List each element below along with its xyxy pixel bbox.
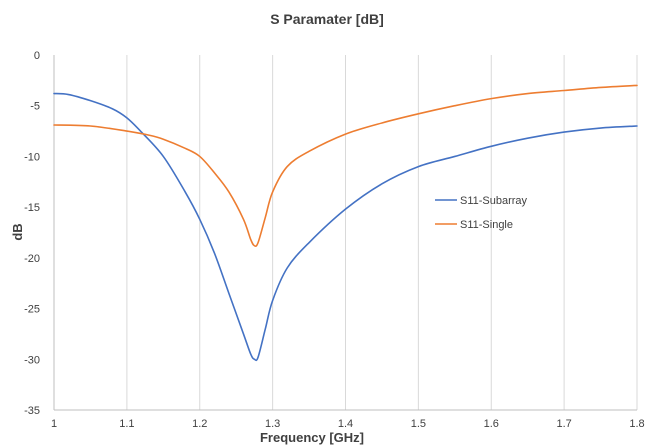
chart-title: S Paramater [dB] [270, 11, 384, 27]
y-tick-label: 0 [34, 50, 40, 62]
y-tick-label: -35 [24, 405, 40, 417]
y-axis-title: dB [10, 223, 25, 240]
x-tick-label: 1.3 [265, 418, 280, 430]
y-tick-label: -10 [24, 151, 40, 163]
series-lines [53, 84, 638, 362]
x-tick-label: 1.1 [119, 418, 134, 430]
legend-label: S11-Subarray [460, 195, 528, 207]
tick-labels: 1 1.1 1.2 1.3 1.4 1.5 1.6 1.7 1.8 0 -5 -10 -15 -20 -25… [24, 50, 645, 430]
x-tick-label: 1.8 [629, 418, 644, 430]
x-tick-label: 1.7 [556, 418, 571, 430]
x-tick-label: 1 [51, 418, 57, 430]
legend: S11-Subarray S11-Single [435, 195, 528, 231]
x-tick-label: 1.4 [338, 418, 353, 430]
x-tick-label: 1.6 [484, 418, 499, 430]
y-tick-label: -20 [24, 253, 40, 265]
x-tick-label: 1.5 [411, 418, 426, 430]
legend-label: S11-Single [460, 219, 513, 231]
series-line-s11-subarray [53, 92, 638, 362]
series-line-s11-single [53, 84, 638, 247]
x-axis-title: Frequency [GHz] [260, 430, 364, 445]
y-tick-label: -25 [24, 304, 40, 316]
y-tick-label: -30 [24, 354, 40, 366]
axes [53, 55, 637, 411]
y-tick-label: -5 [30, 101, 40, 113]
grid-lines [126, 55, 638, 410]
x-tick-label: 1.2 [192, 418, 207, 430]
y-tick-label: -15 [24, 202, 40, 214]
